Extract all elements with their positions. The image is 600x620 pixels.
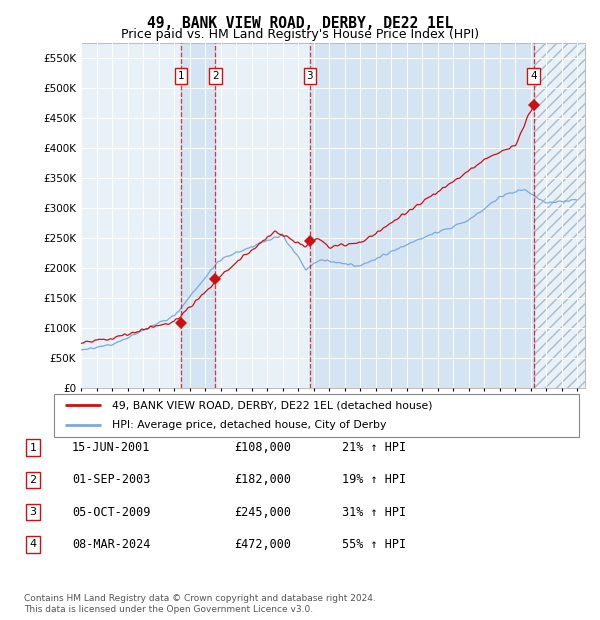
Bar: [181, 43, 215, 388]
Text: HPI: Average price, detached house, City of Derby: HPI: Average price, detached house, City…: [112, 420, 386, 430]
Text: 19% ↑ HPI: 19% ↑ HPI: [342, 474, 406, 486]
Text: Price paid vs. HM Land Registry's House Price Index (HPI): Price paid vs. HM Land Registry's House …: [121, 28, 479, 41]
Text: 4: 4: [530, 71, 537, 81]
Text: 1: 1: [178, 71, 184, 81]
Text: £182,000: £182,000: [234, 474, 291, 486]
Text: 05-OCT-2009: 05-OCT-2009: [72, 506, 151, 518]
Bar: [310, 43, 533, 388]
Bar: [533, 43, 585, 388]
Text: 3: 3: [307, 71, 313, 81]
Text: £108,000: £108,000: [234, 441, 291, 454]
Bar: [533, 43, 585, 388]
Text: 21% ↑ HPI: 21% ↑ HPI: [342, 441, 406, 454]
Text: 55% ↑ HPI: 55% ↑ HPI: [342, 538, 406, 551]
Text: 15-JUN-2001: 15-JUN-2001: [72, 441, 151, 454]
Text: Contains HM Land Registry data © Crown copyright and database right 2024.
This d: Contains HM Land Registry data © Crown c…: [24, 595, 376, 614]
Text: £472,000: £472,000: [234, 538, 291, 551]
Text: £245,000: £245,000: [234, 506, 291, 518]
Text: 49, BANK VIEW ROAD, DERBY, DE22 1EL (detached house): 49, BANK VIEW ROAD, DERBY, DE22 1EL (det…: [112, 401, 432, 410]
Text: 49, BANK VIEW ROAD, DERBY, DE22 1EL: 49, BANK VIEW ROAD, DERBY, DE22 1EL: [147, 16, 453, 30]
FancyBboxPatch shape: [54, 394, 579, 437]
Text: 31% ↑ HPI: 31% ↑ HPI: [342, 506, 406, 518]
Text: 3: 3: [29, 507, 37, 517]
Text: 1: 1: [29, 443, 37, 453]
Text: 2: 2: [212, 71, 219, 81]
Text: 4: 4: [29, 539, 37, 549]
Text: 01-SEP-2003: 01-SEP-2003: [72, 474, 151, 486]
Text: 2: 2: [29, 475, 37, 485]
Text: 08-MAR-2024: 08-MAR-2024: [72, 538, 151, 551]
